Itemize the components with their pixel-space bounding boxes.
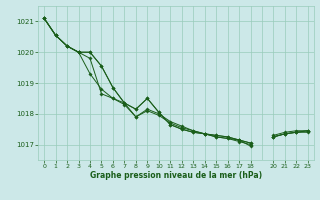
X-axis label: Graphe pression niveau de la mer (hPa): Graphe pression niveau de la mer (hPa) (90, 171, 262, 180)
